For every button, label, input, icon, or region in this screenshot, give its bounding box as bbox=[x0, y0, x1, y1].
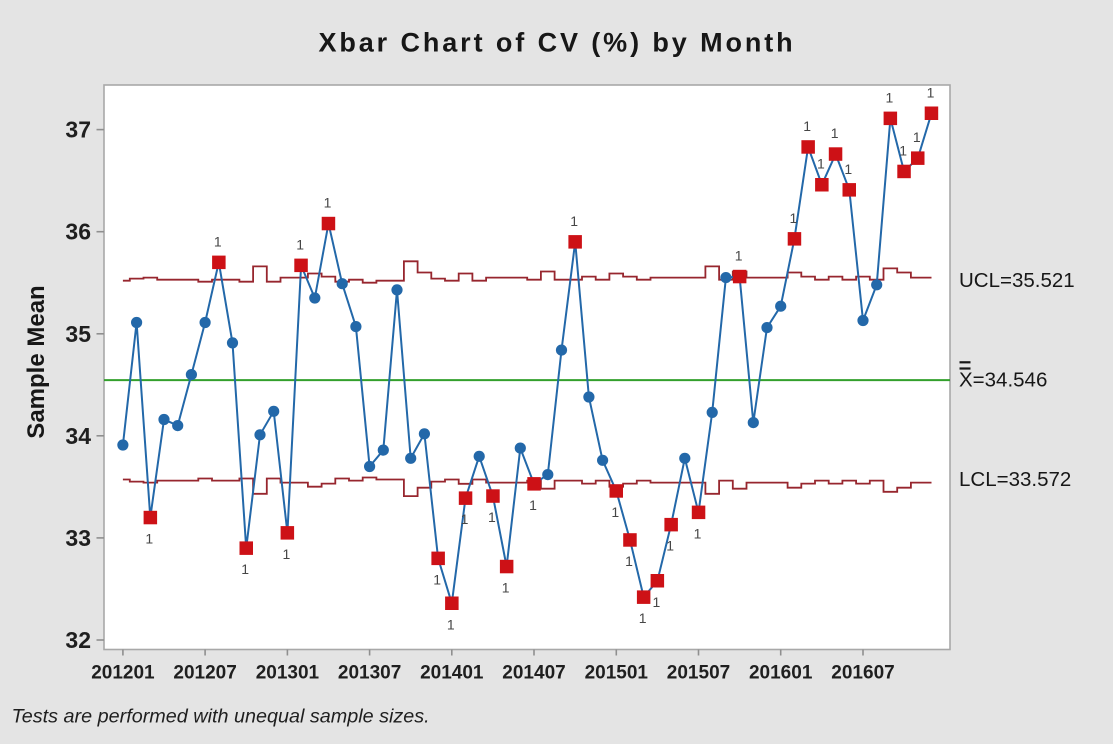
svg-text:201207: 201207 bbox=[173, 663, 236, 684]
svg-text:Tests are performed with unequ: Tests are performed with unequal sample … bbox=[12, 706, 430, 728]
svg-text:1: 1 bbox=[844, 161, 852, 177]
svg-text:37: 37 bbox=[65, 117, 91, 143]
svg-text:201601: 201601 bbox=[749, 663, 813, 684]
svg-text:1: 1 bbox=[461, 511, 469, 527]
svg-text:1: 1 bbox=[214, 233, 222, 249]
svg-text:1: 1 bbox=[886, 89, 894, 105]
svg-text:201507: 201507 bbox=[667, 663, 730, 684]
svg-text:1: 1 bbox=[913, 129, 921, 145]
svg-text:1: 1 bbox=[831, 125, 839, 141]
svg-text:34: 34 bbox=[65, 423, 91, 449]
svg-text:1: 1 bbox=[502, 580, 510, 596]
svg-text:LCL=33.572: LCL=33.572 bbox=[959, 468, 1071, 491]
svg-text:1: 1 bbox=[324, 195, 332, 211]
svg-text:Xbar Chart of CV (%) by Month: Xbar Chart of CV (%) by Month bbox=[318, 28, 795, 58]
svg-text:1: 1 bbox=[639, 610, 647, 626]
svg-text:32: 32 bbox=[65, 627, 91, 653]
svg-text:35: 35 bbox=[65, 321, 91, 347]
svg-text:1: 1 bbox=[790, 210, 798, 226]
svg-text:1: 1 bbox=[296, 236, 304, 252]
svg-text:1: 1 bbox=[817, 156, 825, 172]
svg-text:201407: 201407 bbox=[502, 663, 565, 684]
svg-text:UCL=35.521: UCL=35.521 bbox=[959, 269, 1075, 292]
svg-text:1: 1 bbox=[447, 616, 455, 632]
svg-text:201201: 201201 bbox=[91, 663, 155, 684]
svg-text:Sample Mean: Sample Mean bbox=[23, 285, 50, 438]
svg-text:201501: 201501 bbox=[585, 663, 649, 684]
svg-text:X=34.546: X=34.546 bbox=[959, 369, 1047, 392]
svg-text:1: 1 bbox=[735, 248, 743, 264]
svg-text:1: 1 bbox=[803, 118, 811, 134]
svg-text:1: 1 bbox=[283, 546, 291, 562]
svg-text:1: 1 bbox=[488, 509, 496, 525]
svg-text:1: 1 bbox=[529, 497, 537, 513]
svg-text:201307: 201307 bbox=[338, 663, 401, 684]
svg-text:201401: 201401 bbox=[420, 663, 484, 684]
svg-text:33: 33 bbox=[65, 525, 91, 551]
svg-text:1: 1 bbox=[570, 213, 578, 229]
svg-text:201301: 201301 bbox=[256, 663, 320, 684]
svg-text:1: 1 bbox=[694, 525, 702, 541]
svg-text:1: 1 bbox=[927, 84, 935, 100]
svg-text:1: 1 bbox=[899, 143, 907, 159]
svg-text:1: 1 bbox=[241, 561, 249, 577]
svg-text:1: 1 bbox=[145, 531, 153, 547]
svg-text:36: 36 bbox=[65, 219, 91, 245]
svg-text:1: 1 bbox=[625, 553, 633, 569]
svg-text:1: 1 bbox=[666, 538, 674, 554]
svg-text:1: 1 bbox=[433, 571, 441, 587]
svg-text:1: 1 bbox=[611, 504, 619, 520]
svg-text:201607: 201607 bbox=[831, 663, 894, 684]
svg-text:1: 1 bbox=[653, 594, 661, 610]
